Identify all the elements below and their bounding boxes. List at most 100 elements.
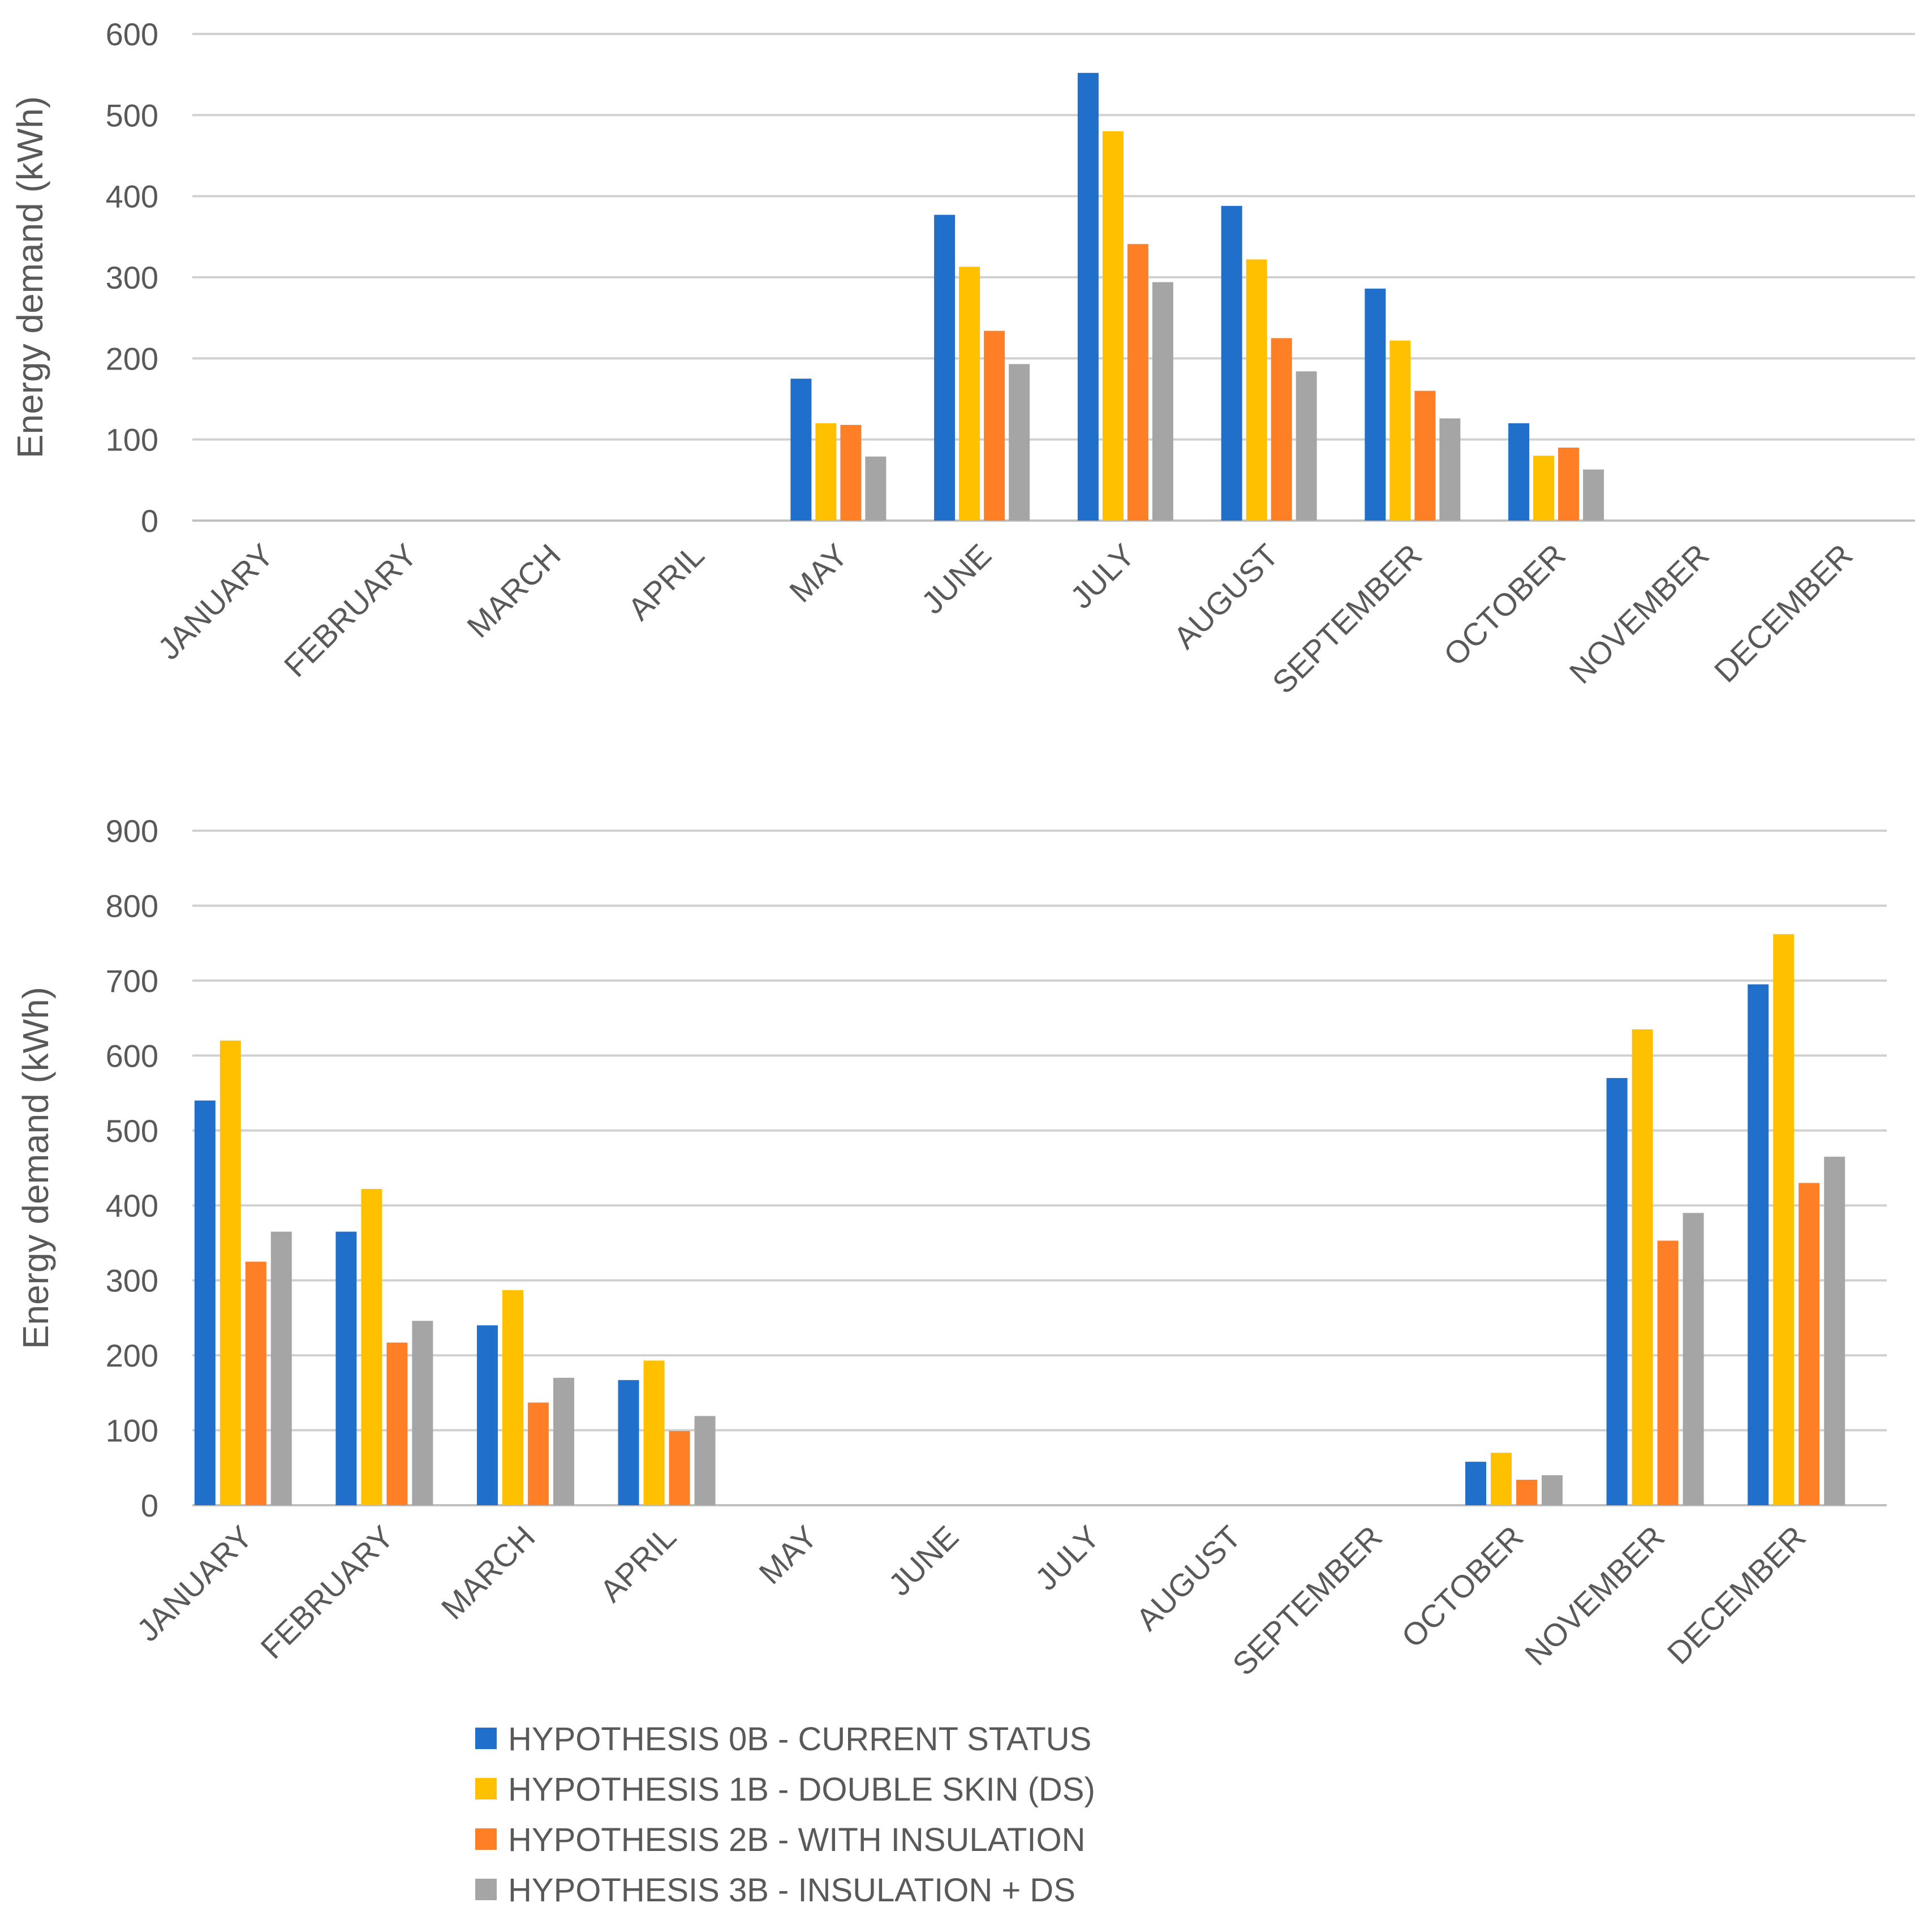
x-tick-label: SEPTEMBER bbox=[1266, 537, 1429, 701]
y-tick-label: 500 bbox=[106, 1113, 158, 1149]
y-tick-label: 200 bbox=[106, 341, 158, 376]
bar bbox=[1508, 423, 1530, 521]
x-tick-label: MARCH bbox=[460, 537, 567, 645]
y-tick-label: 0 bbox=[141, 503, 158, 539]
x-tick-label: AUGUST bbox=[1167, 537, 1285, 656]
bar bbox=[1491, 1453, 1512, 1505]
x-tick-label: SEPTEMBER bbox=[1225, 1519, 1389, 1682]
legend-swatch bbox=[475, 1728, 497, 1749]
bar bbox=[1798, 1183, 1820, 1505]
y-tick-label: 200 bbox=[106, 1338, 158, 1373]
bar bbox=[1465, 1462, 1487, 1505]
x-tick-label: FEBRUARY bbox=[277, 537, 424, 684]
x-tick-label: FEBRUARY bbox=[253, 1519, 400, 1665]
bar bbox=[1558, 448, 1580, 521]
y-tick-label: 0 bbox=[141, 1488, 158, 1523]
y-tick-label: 700 bbox=[106, 963, 158, 999]
y-tick-label: 100 bbox=[106, 422, 158, 458]
bar bbox=[1221, 205, 1242, 521]
y-tick-label: 100 bbox=[106, 1413, 158, 1449]
bar bbox=[1632, 1029, 1653, 1505]
bar bbox=[1542, 1475, 1563, 1505]
bar bbox=[361, 1189, 382, 1505]
bar bbox=[1009, 364, 1030, 521]
legend-label: HYPOTHESIS 3B - INSULATION + DS bbox=[508, 1872, 1075, 1909]
bar bbox=[1824, 1157, 1845, 1505]
bar bbox=[1296, 371, 1317, 521]
x-tick-label: DECEMBER bbox=[1660, 1519, 1813, 1671]
bar bbox=[1583, 469, 1604, 521]
bar bbox=[1271, 338, 1292, 521]
x-tick-label: APRIL bbox=[621, 537, 711, 627]
bar bbox=[694, 1416, 716, 1505]
y-axis-title: Energy demand (kWh) bbox=[10, 96, 50, 458]
y-tick-label: 300 bbox=[106, 260, 158, 295]
x-tick-label: NOVEMBER bbox=[1518, 1519, 1671, 1672]
y-tick-label: 600 bbox=[106, 1038, 158, 1073]
bar bbox=[386, 1342, 408, 1505]
x-tick-label: JANUARY bbox=[151, 537, 281, 667]
y-tick-label: 500 bbox=[106, 97, 158, 133]
heating-demand-chart: 0 100 200 300 400 500 600 700 800 900 Energy deman… bbox=[15, 813, 1887, 1682]
bar bbox=[815, 423, 837, 521]
bar bbox=[527, 1402, 549, 1505]
bar bbox=[1077, 72, 1099, 521]
bar bbox=[335, 1231, 357, 1505]
bar bbox=[669, 1431, 690, 1505]
legend-label: HYPOTHESIS 0B - CURRENT STATUS bbox=[508, 1721, 1091, 1758]
bar bbox=[1516, 1479, 1538, 1505]
bar bbox=[1533, 456, 1555, 521]
bar bbox=[1246, 259, 1267, 521]
bar bbox=[1773, 934, 1795, 1505]
x-tick-label: MARCH bbox=[434, 1519, 542, 1626]
x-tick-label: MAY bbox=[752, 1519, 824, 1591]
bar bbox=[1606, 1078, 1628, 1505]
x-tick-label: JUNE bbox=[914, 537, 998, 621]
bar bbox=[1748, 984, 1769, 1505]
bar bbox=[476, 1325, 498, 1505]
legend-swatch bbox=[475, 1879, 497, 1900]
bar bbox=[270, 1231, 292, 1505]
bar bbox=[245, 1261, 266, 1505]
bar bbox=[1127, 244, 1148, 521]
bar bbox=[1657, 1240, 1679, 1505]
bar bbox=[643, 1360, 665, 1505]
legend-swatch bbox=[475, 1778, 497, 1799]
x-tick-label: JULY bbox=[1028, 1519, 1106, 1597]
bar bbox=[220, 1040, 241, 1505]
bar bbox=[553, 1377, 574, 1505]
bar bbox=[934, 214, 956, 521]
y-tick-label: 800 bbox=[106, 888, 158, 924]
x-tick-label: JANUARY bbox=[130, 1519, 260, 1648]
y-tick-label: 900 bbox=[106, 813, 158, 849]
x-tick-label: OCTOBER bbox=[1395, 1519, 1530, 1655]
y-axis-title: Energy demand (kWh) bbox=[15, 987, 56, 1349]
legend-label: HYPOTHESIS 2B - WITH INSULATION bbox=[508, 1822, 1086, 1858]
bar bbox=[840, 424, 862, 521]
bar bbox=[984, 330, 1005, 521]
legend-label: HYPOTHESIS 1B - DOUBLE SKIN (DS) bbox=[508, 1771, 1095, 1808]
bar bbox=[1365, 289, 1386, 521]
bar bbox=[1389, 340, 1411, 521]
y-tick-label: 300 bbox=[106, 1263, 158, 1299]
y-tick-label: 400 bbox=[106, 1188, 158, 1223]
bar bbox=[790, 379, 812, 521]
x-tick-label: NOVEMBER bbox=[1563, 537, 1716, 690]
bar bbox=[1152, 282, 1173, 521]
bar bbox=[1102, 131, 1124, 521]
bar bbox=[194, 1100, 216, 1505]
bar bbox=[1414, 390, 1436, 521]
bar bbox=[865, 456, 887, 521]
cooling-demand-chart: 0 100 200 300 400 500 600 Energy demand (kWh) JA… bbox=[10, 16, 1915, 701]
x-tick-label: AUGUST bbox=[1129, 1519, 1248, 1638]
bar bbox=[959, 267, 980, 521]
bar bbox=[412, 1321, 433, 1505]
x-tick-label: APRIL bbox=[593, 1519, 683, 1609]
y-tick-label: 400 bbox=[106, 179, 158, 214]
bar bbox=[618, 1380, 639, 1505]
legend-swatch bbox=[475, 1828, 497, 1850]
x-tick-label: OCTOBER bbox=[1436, 537, 1572, 673]
x-tick-label: JUNE bbox=[881, 1519, 965, 1603]
bar bbox=[502, 1290, 523, 1505]
